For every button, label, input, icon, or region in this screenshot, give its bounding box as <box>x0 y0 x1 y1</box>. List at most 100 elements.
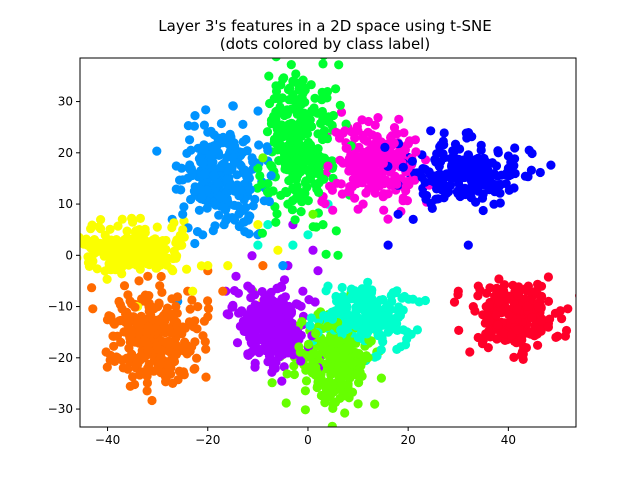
x-tick-label: −20 <box>195 433 220 447</box>
scatter-point-class-9 <box>288 240 298 250</box>
scatter-point-class-8 <box>320 398 330 408</box>
scatter-point-class-3 <box>262 187 273 197</box>
scatter-point-class-8 <box>370 399 380 409</box>
scatter-point-class-4 <box>245 211 255 221</box>
scatter-point-class-6 <box>203 296 213 306</box>
scatter-point-class-6 <box>142 386 152 396</box>
y-tick-label: 30 <box>58 95 73 109</box>
scatter-point-class-5 <box>122 226 132 236</box>
scatter-point-class-3 <box>274 134 284 144</box>
scatter-point-class-3 <box>288 76 298 86</box>
scatter-point-class-6 <box>156 271 166 282</box>
scatter-point-class-4 <box>190 111 200 121</box>
scatter-point-class-0 <box>536 316 546 326</box>
scatter-point-class-9 <box>359 289 369 299</box>
scatter-point-class-3 <box>331 226 341 236</box>
scatter-point-class-3 <box>331 84 341 94</box>
scatter-point-class-8 <box>308 209 318 219</box>
scatter-point-class-6 <box>152 341 162 351</box>
scatter-point-class-3 <box>286 95 296 105</box>
scatter-point-class-1 <box>455 144 465 154</box>
scatter-point-class-6 <box>110 356 120 366</box>
scatter-point-class-5 <box>156 244 166 254</box>
scatter-point-class-8 <box>321 346 331 356</box>
scatter-point-class-1 <box>496 179 506 190</box>
scatter-point-class-5 <box>253 220 263 230</box>
scatter-point-class-0 <box>493 320 503 330</box>
scatter-point-class-7 <box>246 293 256 303</box>
scatter-point-class-7 <box>246 338 256 348</box>
scatter-point-class-6 <box>109 341 119 351</box>
scatter-point-class-8 <box>289 369 299 380</box>
scatter-point-class-2 <box>350 193 360 203</box>
scatter-point-class-8 <box>308 349 318 359</box>
scatter-point-class-3 <box>305 120 315 131</box>
scatter-point-class-1 <box>464 167 475 177</box>
scatter-point-class-6 <box>180 337 190 347</box>
scatter-point-class-1 <box>437 173 447 183</box>
scatter-point-class-9 <box>334 310 344 320</box>
scatter-point-class-6 <box>172 292 183 302</box>
scatter-point-class-7 <box>261 313 271 323</box>
scatter-point-class-3 <box>296 207 306 217</box>
scatter-point-class-1 <box>448 146 458 156</box>
scatter-point-class-7 <box>248 322 258 332</box>
scatter-point-class-7 <box>261 340 271 350</box>
scatter-point-class-3 <box>298 88 308 98</box>
scatter-point-class-3 <box>289 103 300 113</box>
scatter-point-class-4 <box>233 201 243 211</box>
scatter-point-class-6 <box>143 322 153 332</box>
scatter-point-class-8 <box>323 360 333 371</box>
scatter-point-class-6 <box>162 360 172 370</box>
scatter-point-class-7 <box>235 308 245 318</box>
scatter-point-class-5 <box>273 245 283 255</box>
scatter-point-class-9 <box>397 293 407 303</box>
scatter-point-class-7 <box>296 301 306 311</box>
scatter-point-class-1 <box>417 172 427 183</box>
scatter-point-class-7 <box>243 281 253 291</box>
scatter-point-class-8 <box>267 378 277 388</box>
scatter-point-class-2 <box>386 132 396 143</box>
scatter-point-class-6 <box>130 379 140 390</box>
scatter-point-class-1 <box>426 126 436 136</box>
scatter-point-class-4 <box>230 215 240 225</box>
scatter-point-class-2 <box>328 205 338 215</box>
scatter-point-class-2 <box>398 193 408 203</box>
scatter-point-class-4 <box>197 192 207 202</box>
scatter-point-class-1 <box>466 193 476 203</box>
scatter-point-class-1 <box>489 183 499 193</box>
scatter-point-class-4 <box>194 205 204 215</box>
scatter-point-class-8 <box>338 379 348 389</box>
scatter-point-class-3 <box>303 166 313 176</box>
scatter-point-class-1 <box>383 240 393 250</box>
scatter-point-class-4 <box>179 202 189 212</box>
scatter-point-class-0 <box>492 334 503 344</box>
scatter-point-class-6 <box>138 314 149 324</box>
scatter-point-class-2 <box>399 128 409 138</box>
scatter-point-class-2 <box>379 189 389 199</box>
scatter-point-class-4 <box>178 175 188 185</box>
scatter-point-class-1 <box>503 163 513 173</box>
scatter-point-class-0 <box>536 281 547 291</box>
scatter-point-class-2 <box>378 158 388 168</box>
scatter-point-class-3 <box>319 116 329 126</box>
scatter-point-class-5 <box>161 235 171 246</box>
scatter-point-class-4 <box>201 105 211 115</box>
scatter-point-class-5 <box>135 257 145 267</box>
scatter-point-class-2 <box>379 205 389 215</box>
scatter-point-class-0 <box>522 301 532 311</box>
scatter-point-class-6 <box>123 290 133 300</box>
scatter-point-class-3 <box>303 196 313 206</box>
scatter-point-class-0 <box>499 288 509 298</box>
scatter-point-class-9 <box>386 305 396 315</box>
scatter-point-class-3 <box>313 161 323 171</box>
y-axis: −30 −20 −10 0 10 20 30 <box>48 95 80 416</box>
scatter-point-class-4 <box>244 229 254 239</box>
scatter-point-class-7 <box>267 355 277 365</box>
scatter-point-class-3 <box>262 127 273 137</box>
scatter-point-class-6 <box>154 299 164 309</box>
scatter-point-class-6 <box>258 261 268 271</box>
scatter-point-class-6 <box>123 364 133 374</box>
scatter-point-class-3 <box>303 137 313 147</box>
scatter-point-class-6 <box>88 304 98 314</box>
